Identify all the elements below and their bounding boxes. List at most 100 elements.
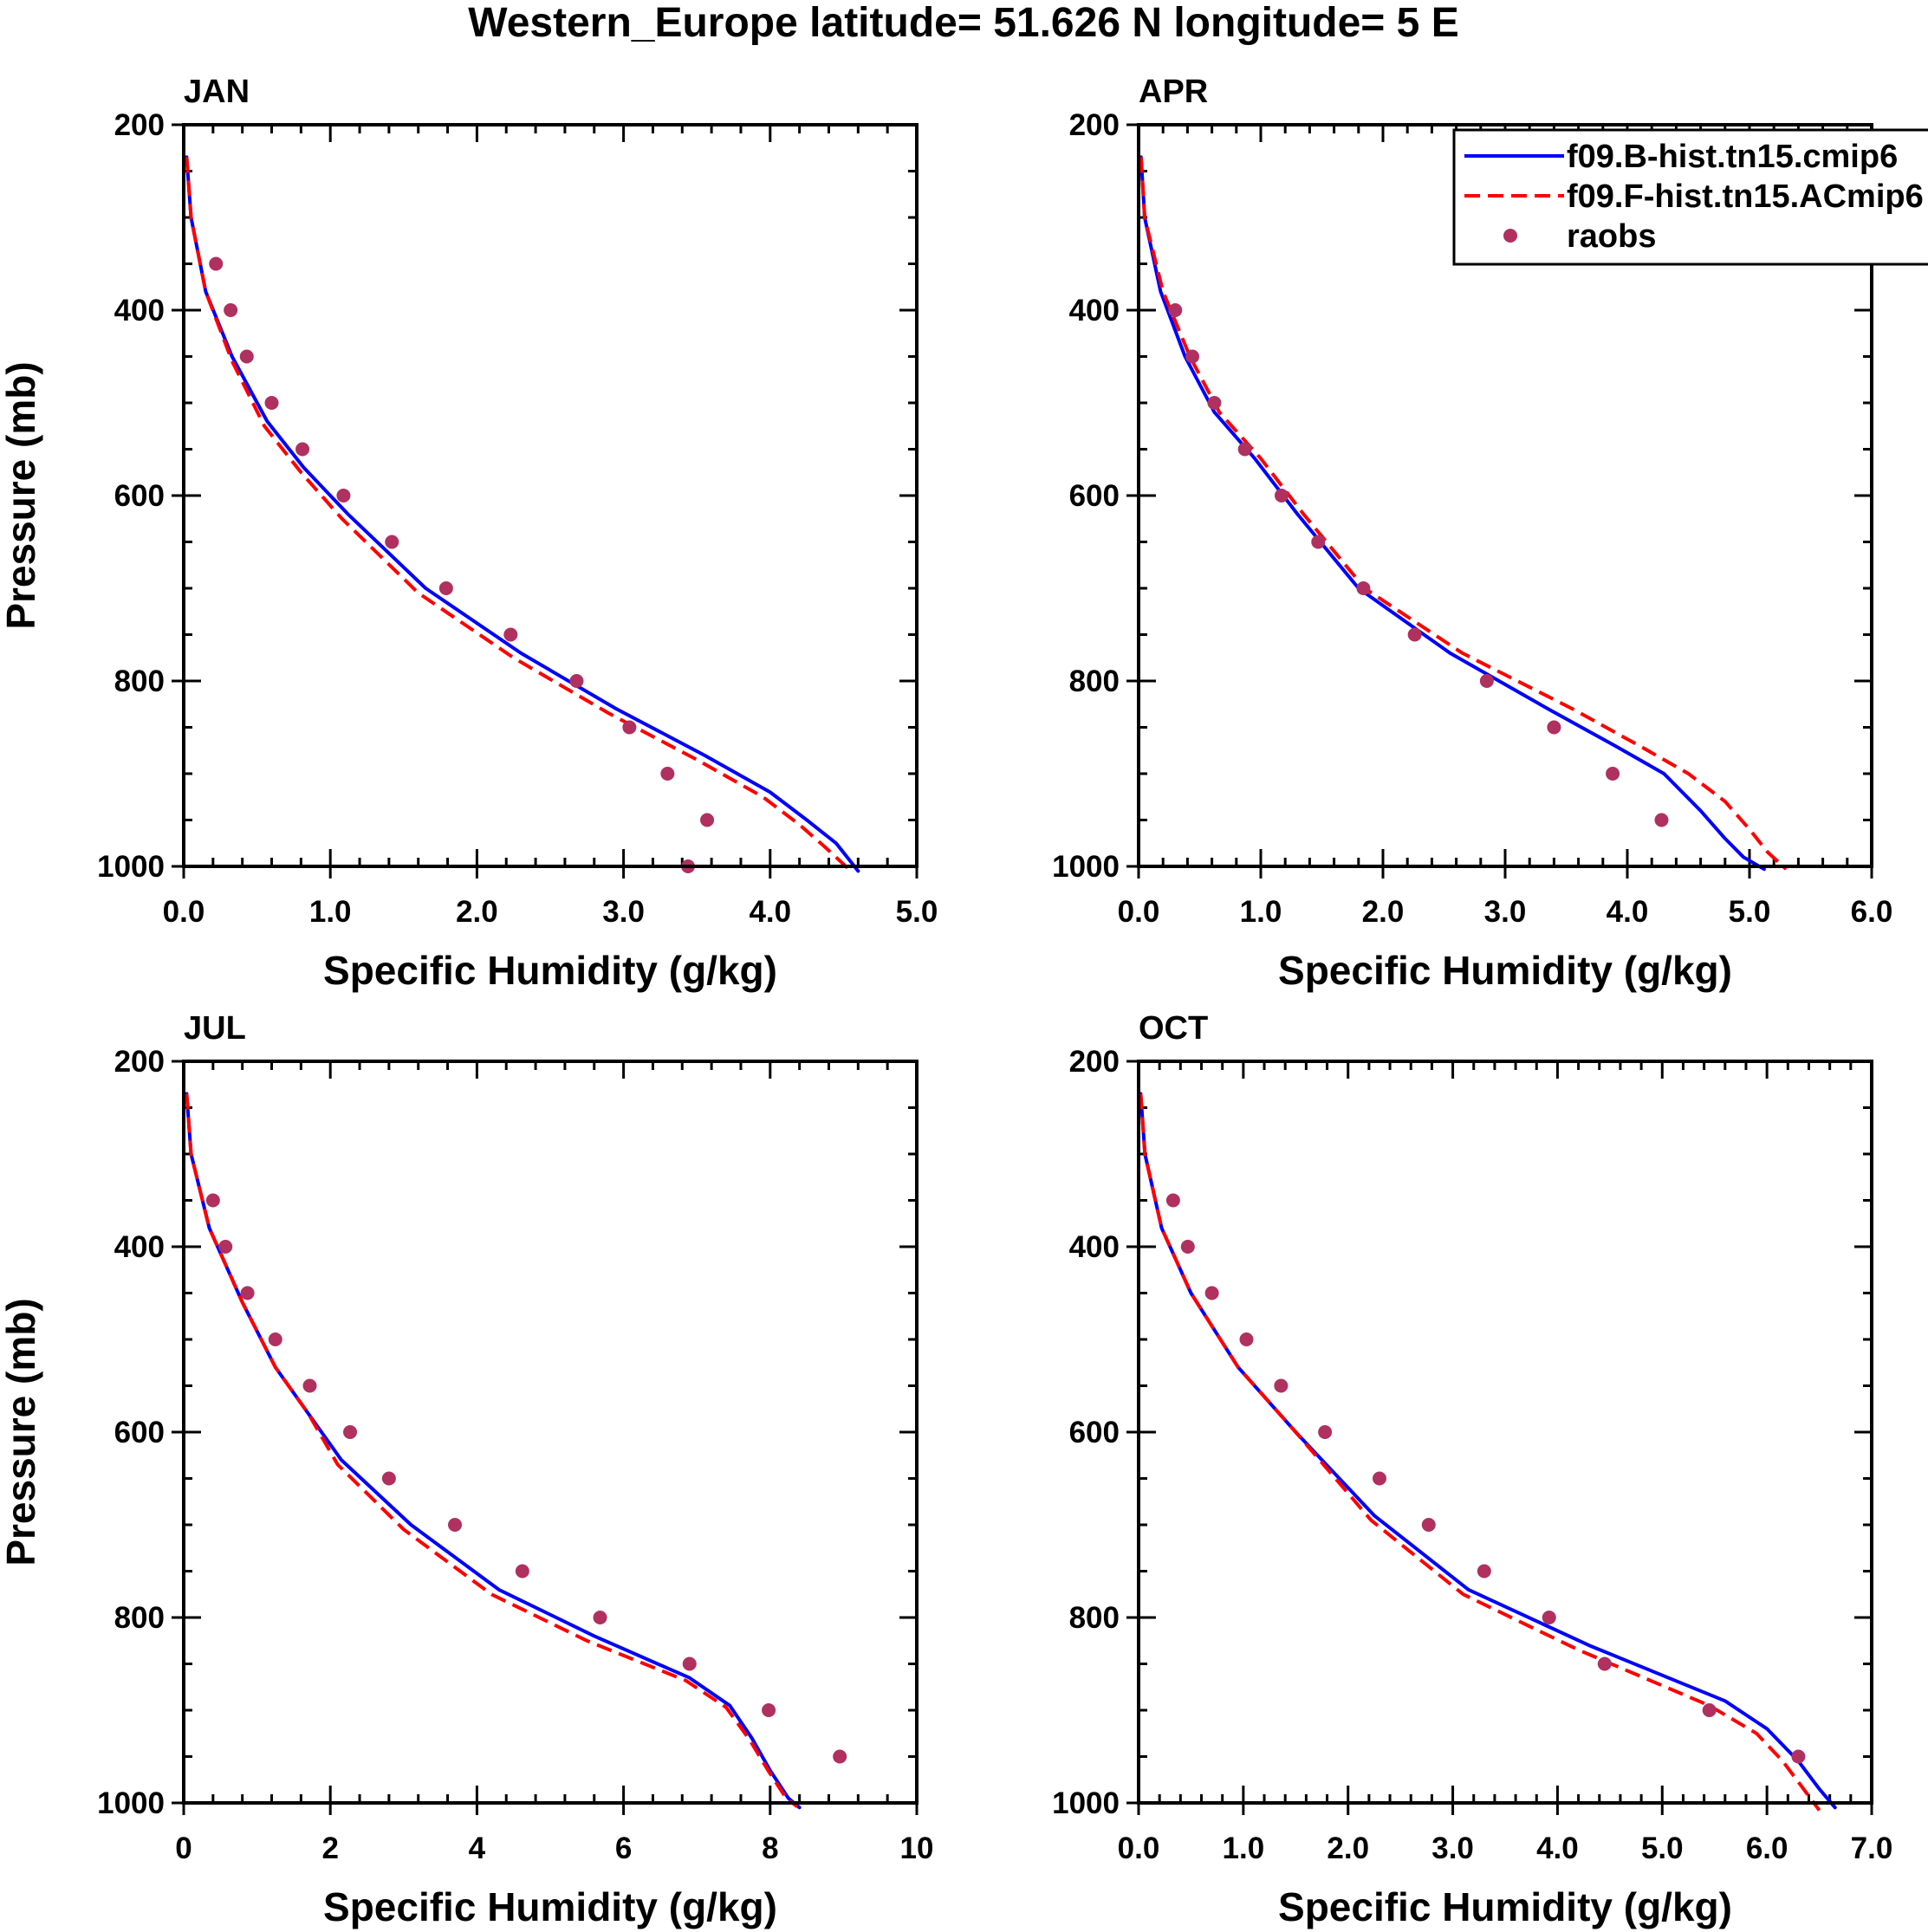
x-tick-label: 6 bbox=[615, 1832, 632, 1865]
legend-marker bbox=[1503, 229, 1517, 243]
raobs-point bbox=[762, 1703, 776, 1717]
raobs-point bbox=[1311, 535, 1326, 549]
series-b-hist-line bbox=[1139, 155, 1766, 872]
y-tick-label: 200 bbox=[1069, 108, 1120, 142]
raobs-point bbox=[1180, 1240, 1195, 1254]
x-tick-label: 0.0 bbox=[1118, 1832, 1160, 1865]
raobs-point bbox=[569, 674, 584, 688]
x-tick-label: 0.0 bbox=[163, 895, 205, 929]
legend: f09.B-hist.tn15.cmip6f09.F-hist.tn15.ACm… bbox=[1452, 128, 1928, 266]
plot-area bbox=[185, 1092, 847, 1810]
raobs-point bbox=[1239, 1332, 1254, 1346]
y-tick-label: 800 bbox=[114, 1601, 165, 1635]
plot-frame bbox=[182, 123, 919, 868]
x-tick-label: 1.0 bbox=[1240, 895, 1282, 929]
raobs-point bbox=[1165, 1193, 1180, 1208]
series-f-hist-line bbox=[1139, 1093, 1821, 1812]
series-f-hist-line bbox=[185, 1093, 799, 1808]
raobs-point bbox=[264, 396, 279, 410]
panel-oct: 200 400 600 800 1000 0.0 1.0 2.0 3.0 4.0 5.0 6.0 7.0… bbox=[1052, 1010, 1892, 1929]
raobs-point bbox=[209, 256, 224, 271]
x-axis-title: Specific Humidity (g/kg) bbox=[323, 1884, 777, 1929]
y-tick-label: 600 bbox=[114, 1416, 165, 1449]
x-tick-label: 2.0 bbox=[456, 895, 498, 929]
raobs-point bbox=[1274, 1378, 1289, 1393]
series-f-hist-line bbox=[1139, 157, 1788, 871]
raobs-point bbox=[336, 489, 351, 502]
raobs-point bbox=[1356, 581, 1371, 595]
y-tick-label: 600 bbox=[114, 479, 165, 513]
raobs-point bbox=[1207, 396, 1222, 410]
y-axis-title: Pressure (mb) bbox=[0, 361, 43, 629]
x-tick-label: 8 bbox=[762, 1832, 778, 1865]
plot-frame bbox=[1137, 1060, 1873, 1805]
series-b-hist-line bbox=[1139, 1092, 1837, 1810]
y-tick-label: 1000 bbox=[1052, 1786, 1120, 1820]
x-axis-title: Specific Humidity (g/kg) bbox=[1278, 1884, 1732, 1929]
x-tick-label: 4.0 bbox=[749, 895, 791, 929]
raobs-point bbox=[448, 1518, 463, 1532]
raobs-point bbox=[1477, 1564, 1491, 1579]
y-tick-label: 1000 bbox=[97, 1786, 165, 1820]
legend-box bbox=[1452, 128, 1928, 266]
raobs-point bbox=[268, 1332, 282, 1346]
y-tick-label: 600 bbox=[1069, 1416, 1120, 1449]
raobs-point bbox=[1274, 489, 1289, 502]
y-tick-label: 800 bbox=[1069, 665, 1120, 698]
raobs-point bbox=[833, 1749, 847, 1764]
x-tick-label: 1.0 bbox=[1223, 1832, 1265, 1865]
raobs-point bbox=[1237, 442, 1252, 457]
raobs-point bbox=[660, 767, 675, 781]
raobs-point bbox=[593, 1611, 607, 1624]
raobs-point bbox=[1597, 1656, 1612, 1671]
panel-title: JAN bbox=[184, 74, 250, 110]
y-tick-label: 400 bbox=[1069, 294, 1120, 327]
series-f-hist-line bbox=[185, 157, 853, 872]
x-tick-label: 2.0 bbox=[1327, 1832, 1369, 1865]
plot-area bbox=[1139, 1092, 1837, 1812]
x-tick-label: 5.0 bbox=[1641, 1832, 1684, 1865]
panel-jul: 200 400 600 800 1000 0 2 4 6 8 10 JUL Specific Humid… bbox=[0, 1010, 933, 1929]
legend-label: raobs bbox=[1567, 218, 1656, 255]
x-tick-label: 5.0 bbox=[1729, 895, 1771, 929]
x-tick-label: 3.0 bbox=[1484, 895, 1527, 929]
series-b-hist-line bbox=[185, 1092, 802, 1810]
raobs-point bbox=[381, 1471, 396, 1486]
raobs-point bbox=[1372, 1471, 1386, 1486]
y-tick-label: 400 bbox=[114, 294, 165, 327]
raobs-point bbox=[1185, 349, 1200, 364]
y-tick-label: 1000 bbox=[97, 850, 165, 884]
raobs-point bbox=[218, 1240, 233, 1254]
raobs-point bbox=[700, 813, 715, 827]
raobs-point bbox=[1547, 720, 1561, 735]
y-tick-label: 1000 bbox=[1052, 850, 1120, 884]
x-tick-label: 6.0 bbox=[1851, 895, 1893, 929]
plot-area bbox=[1139, 155, 1788, 872]
raobs-point bbox=[1606, 767, 1620, 781]
raobs-point bbox=[1542, 1611, 1556, 1624]
x-tick-label: 5.0 bbox=[896, 895, 938, 929]
panel-title: APR bbox=[1139, 74, 1208, 110]
raobs-point bbox=[622, 720, 637, 735]
raobs-point bbox=[515, 1564, 529, 1579]
series-b-hist-line bbox=[185, 155, 860, 873]
raobs-point bbox=[240, 1286, 255, 1300]
y-tick-label: 800 bbox=[114, 665, 165, 698]
legend-label: f09.B-hist.tn15.cmip6 bbox=[1567, 139, 1898, 175]
plot-frame bbox=[182, 1060, 919, 1805]
main-title: Western_Europe latitude= 51.626 N longit… bbox=[468, 0, 1458, 46]
x-tick-label: 7.0 bbox=[1851, 1832, 1893, 1865]
panel-jan: 200 400 600 800 1000 0.0 1.0 2.0 3.0 4.0 5.0 JAN Spe… bbox=[0, 74, 938, 993]
raobs-point bbox=[224, 303, 238, 317]
raobs-point bbox=[503, 627, 518, 642]
panel-apr: 200 400 600 800 1000 0.0 1.0 2.0 3.0 4.0 5.0 6.0 APR… bbox=[1052, 74, 1892, 993]
raobs-point bbox=[205, 1193, 220, 1208]
x-tick-label: 1.0 bbox=[309, 895, 352, 929]
raobs-point bbox=[1318, 1425, 1333, 1439]
x-tick-label: 10 bbox=[900, 1832, 934, 1865]
raobs-point bbox=[438, 581, 453, 595]
y-axis-title: Pressure (mb) bbox=[0, 1298, 43, 1566]
raobs-point bbox=[1204, 1286, 1219, 1300]
x-tick-label: 2 bbox=[321, 1832, 338, 1865]
